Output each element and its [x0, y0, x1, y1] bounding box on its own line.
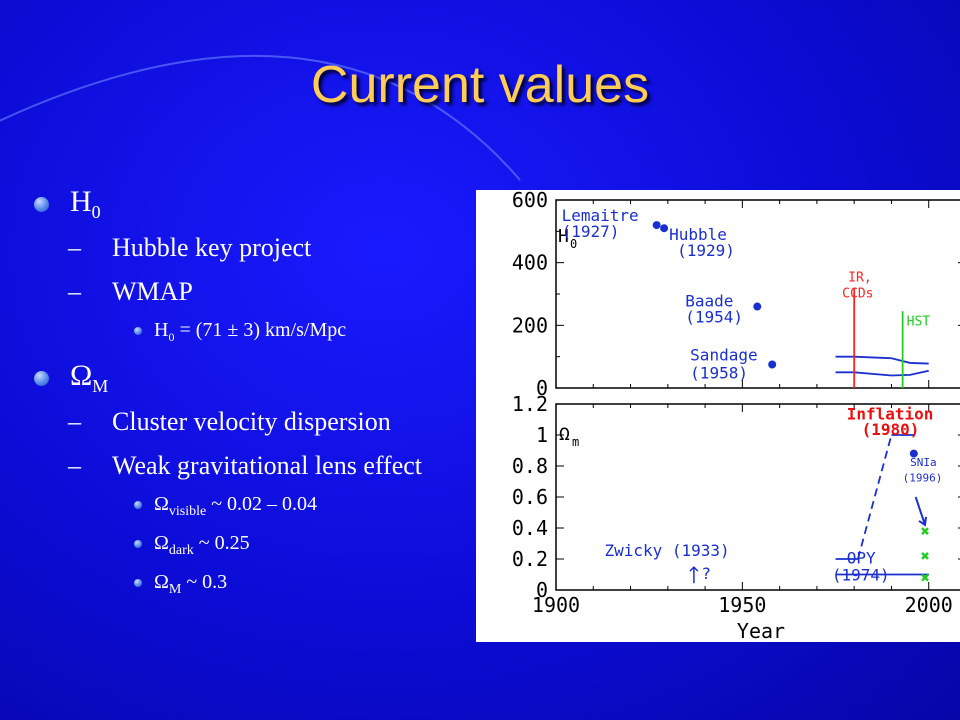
omega-annotation: (1996)	[903, 472, 943, 485]
h0-point-label: (1927)	[562, 222, 620, 241]
omega-series-line	[857, 434, 893, 560]
omega-annotation: SNIa	[910, 456, 937, 469]
green-cross-icon	[921, 527, 929, 535]
h0-point-label: Sandage	[690, 346, 757, 365]
h0-symbol: H	[70, 185, 92, 218]
h0-point-label: (1954)	[685, 308, 743, 327]
subbullet-hubble-key-project: – Hubble key project	[68, 233, 312, 262]
h0-point	[753, 302, 762, 311]
y-tick-label: 0.6	[512, 485, 548, 509]
omega-annotation: (1980)	[862, 420, 920, 439]
epoch-marker-label: HST	[907, 314, 931, 329]
subbullet-label: Hubble key project	[112, 233, 312, 262]
subbullet-weak-lensing: – Weak gravitational lens effect	[68, 451, 423, 480]
top-ylabel: H	[558, 226, 569, 247]
y-tick-label: 1.2	[512, 392, 548, 416]
h0-point-label: Lemaitre	[562, 206, 639, 225]
y-tick-label: 400	[512, 251, 548, 275]
omega-dark-item: Ωdark ~ 0.25	[30, 532, 470, 559]
y-tick-label: 0	[536, 376, 548, 400]
h0-point-label: (1958)	[690, 364, 748, 383]
subbullet-label: Cluster velocity dispersion	[112, 407, 391, 436]
y-tick-label: 0.4	[512, 516, 548, 540]
bullet-dot-icon	[134, 540, 142, 548]
omega-annotation: ?	[701, 564, 711, 583]
bullet-dot-icon	[34, 197, 49, 212]
x-tick-label: 2000	[905, 593, 953, 617]
x-axis-label: Year	[737, 619, 785, 642]
sn-arrow-head-icon	[918, 516, 927, 527]
slide-title: Current values	[310, 56, 650, 114]
y-tick-label: 0	[536, 578, 548, 602]
y-tick-label: 0.2	[512, 547, 548, 571]
bullet-dot-icon	[134, 579, 142, 587]
h0-point-label: (1929)	[677, 241, 735, 260]
bullet-dot-icon	[34, 371, 49, 386]
omega-subscript: M	[92, 376, 109, 396]
omega-symbol: Ω	[70, 359, 93, 392]
bullet-dot-icon	[134, 501, 142, 509]
h0-band-line	[835, 369, 929, 377]
y-tick-label: 600	[512, 190, 548, 212]
y-tick-label: 200	[512, 313, 548, 337]
h0-point	[768, 360, 777, 369]
green-cross-icon	[921, 552, 929, 560]
omega-m-item: ΩM ~ 0.3	[30, 571, 470, 598]
omega-visible-item: Ωvisible ~ 0.02 – 0.04	[30, 493, 470, 520]
sn-point	[909, 449, 918, 458]
bullet-list: H0 – Hubble key project – WMAP H0 = (71 …	[30, 185, 470, 610]
subbullet-wmap: – WMAP	[68, 277, 193, 306]
h0-point	[652, 221, 661, 230]
y-tick-label: 1	[536, 423, 548, 447]
green-cross-icon	[921, 573, 929, 582]
h0-point-label: Hubble	[669, 225, 727, 244]
h0-point-label: Baade	[685, 292, 733, 311]
x-tick-label: 1950	[718, 593, 766, 617]
subbullet-cluster-velocity: – Cluster velocity dispersion	[68, 407, 391, 436]
omega-annotation: Inflation	[847, 405, 934, 424]
top-ylabel-sub: 0	[570, 237, 577, 251]
h0-point	[660, 224, 669, 233]
omega-annotation: OPY	[847, 549, 876, 568]
epoch-marker-label: CCDs	[842, 287, 873, 302]
bullet-omega-m: ΩM	[30, 359, 470, 397]
bottom-ylabel-sub: m	[572, 435, 579, 449]
omega-annotation: (1974)	[832, 566, 890, 585]
sn-arrow-icon	[914, 496, 926, 526]
bullet-dot-icon	[134, 327, 142, 335]
bullet-h0: H0	[30, 185, 470, 223]
omega-annotation: Zwicky (1933)	[604, 541, 729, 560]
h0-value-item: H0 = (71 ± 3) km/s/Mpc	[30, 319, 470, 345]
h0-band-line	[835, 355, 929, 365]
epoch-marker-label: IR,	[848, 271, 871, 286]
h0-subscript: 0	[91, 202, 101, 222]
y-tick-label: 0.8	[512, 454, 548, 478]
x-tick-label: 1900	[532, 593, 580, 617]
bottom-ylabel: Ω	[559, 424, 570, 445]
up-arrow-icon	[689, 566, 699, 584]
subbullet-label: WMAP	[112, 277, 193, 306]
subbullet-label: Weak gravitational lens effect	[112, 451, 423, 480]
